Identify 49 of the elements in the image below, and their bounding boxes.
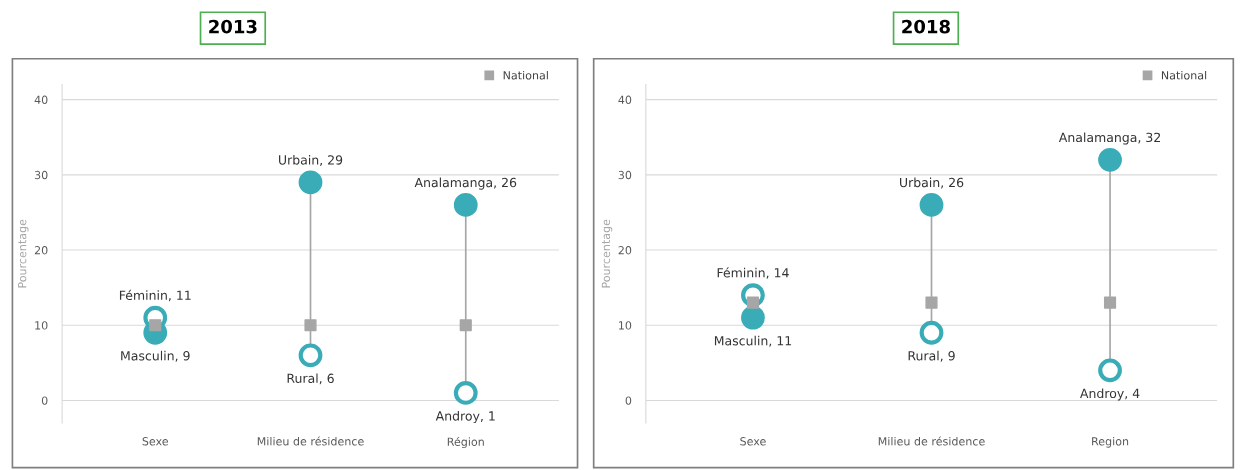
legend-label: National	[1161, 70, 1207, 80]
legend-label: National	[503, 70, 548, 80]
data-label: Analamanga, 26	[414, 177, 517, 190]
y-tick-label: 20	[34, 246, 48, 255]
point	[925, 296, 938, 309]
y-axis-title: Pourcentage	[601, 219, 613, 288]
y-axis-title: Pourcentage	[18, 219, 29, 288]
data-label: Féminin, 14	[717, 267, 789, 279]
data-label: Urbain, 26	[900, 177, 964, 189]
x-tick-label: Région	[447, 436, 484, 449]
data-label: Rural, 9	[908, 350, 955, 362]
data-label: Féminin, 11	[119, 289, 191, 302]
point	[1098, 147, 1122, 172]
point	[298, 343, 323, 368]
point	[453, 381, 478, 405]
x-tick-label: Sexe	[142, 437, 169, 446]
x-tick-label: Milieu de résidence	[257, 436, 364, 446]
point	[1103, 296, 1117, 309]
y-tick-label: 0	[41, 396, 48, 405]
point	[298, 170, 323, 195]
point	[741, 305, 765, 330]
y-tick-label: 10	[619, 321, 632, 330]
point	[1098, 358, 1122, 383]
x-tick-label: Sexe	[740, 437, 766, 446]
y-tick-label: 0	[625, 396, 632, 405]
point	[746, 296, 760, 309]
y-tick-label: 40	[618, 95, 632, 105]
x-tick-label: Region	[1092, 436, 1129, 448]
data-label: Masculin, 11	[714, 335, 792, 347]
point	[453, 193, 478, 217]
data-label: Rural, 6	[287, 373, 334, 385]
point	[919, 193, 944, 217]
x-tick-label: Milieu de résidence	[878, 436, 985, 446]
point	[149, 319, 162, 332]
data-label: Masculin, 9	[121, 350, 190, 362]
point	[459, 319, 472, 332]
y-tick-label: 30	[34, 170, 48, 180]
data-label: Urbain, 29	[279, 154, 343, 166]
point	[304, 319, 317, 332]
data-label: Androy, 4	[1080, 388, 1140, 401]
y-tick-label: 40	[34, 95, 48, 105]
y-tick-label: 30	[618, 170, 632, 180]
chart-title: 2018	[902, 19, 950, 34]
point	[919, 320, 944, 345]
y-tick-label: 10	[35, 321, 48, 330]
data-label: Analamanga, 32	[1058, 132, 1161, 145]
y-tick-label: 20	[618, 246, 632, 255]
chart-title: 2013	[209, 19, 257, 34]
data-label: Androy, 1	[435, 410, 495, 424]
